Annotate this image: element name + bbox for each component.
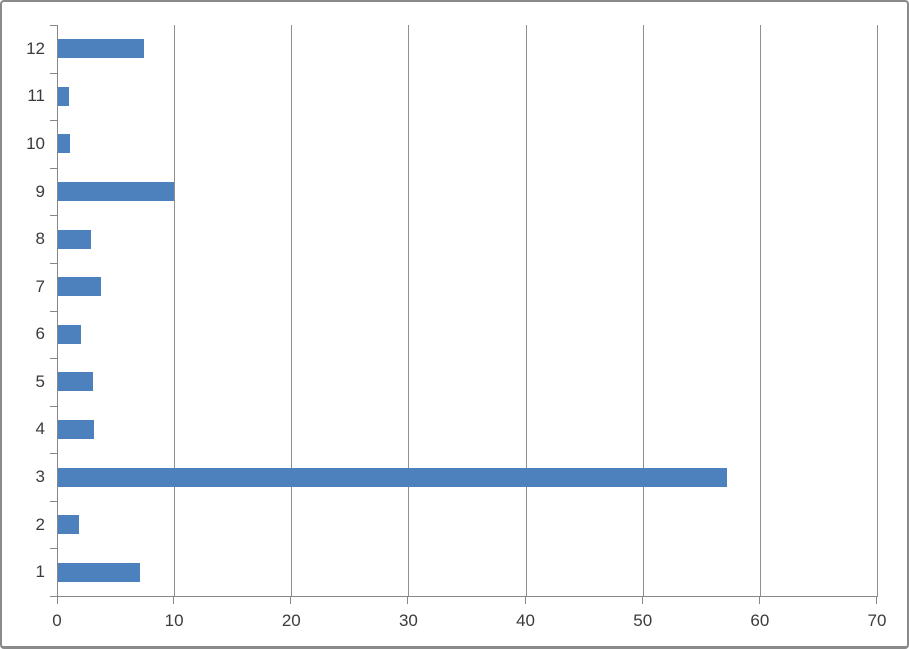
x-axis-tick-30 — [407, 597, 409, 604]
y-axis-label-10: 10 — [26, 133, 45, 153]
gridline-60 — [759, 25, 761, 596]
y-axis-tick — [50, 25, 57, 26]
y-axis-tick — [50, 262, 57, 264]
gridline-50 — [642, 25, 644, 596]
y-axis-label-5: 5 — [35, 371, 45, 391]
gridline-70 — [877, 25, 878, 596]
y-axis-tick — [50, 405, 57, 407]
y-axis-label-2: 2 — [35, 514, 45, 534]
x-axis-label-10: 10 — [164, 611, 184, 630]
x-axis-tick-60 — [758, 597, 760, 604]
x-axis-tick-0 — [57, 597, 58, 604]
x-axis-label-60: 60 — [750, 611, 770, 630]
x-axis-tick-10 — [173, 597, 175, 604]
bar-category-4 — [58, 419, 95, 439]
y-axis-label-1: 1 — [35, 562, 45, 582]
y-axis-label-6: 6 — [35, 324, 45, 344]
bar-category-11 — [58, 86, 69, 106]
bar-category-7 — [58, 277, 102, 297]
gridline-10 — [174, 25, 176, 596]
bar-category-3 — [58, 467, 727, 487]
x-axis-tick-70 — [876, 597, 877, 604]
gridline-30 — [408, 25, 410, 596]
bar-category-2 — [58, 515, 80, 535]
y-axis-label-3: 3 — [35, 467, 45, 487]
y-axis-tick — [50, 72, 57, 74]
y-axis-tick — [50, 310, 57, 312]
bar-category-9 — [58, 182, 174, 202]
y-axis-tick — [50, 548, 57, 550]
y-axis-tick — [50, 500, 57, 502]
x-axis-label-0: 0 — [52, 611, 62, 630]
x-axis-label-50: 50 — [633, 611, 653, 630]
y-axis-label-9: 9 — [35, 181, 45, 201]
x-axis-label-40: 40 — [516, 611, 536, 630]
x-axis-tick-20 — [290, 597, 292, 604]
x-axis-label-70: 70 — [867, 611, 887, 630]
x-axis-tick-50 — [641, 597, 643, 604]
y-axis-label-11: 11 — [27, 86, 45, 106]
y-axis-tick — [50, 167, 57, 169]
x-axis-label-30: 30 — [398, 611, 418, 630]
bar-category-1 — [58, 562, 140, 582]
gridline-40 — [525, 25, 527, 596]
y-axis-tick — [50, 453, 57, 455]
plot-area — [57, 25, 878, 597]
y-axis-tick — [50, 120, 57, 122]
x-axis-label-20: 20 — [281, 611, 301, 630]
bar-category-12 — [58, 39, 144, 59]
x-axis-tick-40 — [524, 597, 526, 604]
y-axis-label-8: 8 — [35, 229, 45, 249]
y-axis-label-4: 4 — [35, 419, 45, 439]
gridline-20 — [291, 25, 293, 596]
y-axis-label-7: 7 — [35, 276, 45, 296]
bar-category-8 — [58, 229, 91, 249]
y-axis-tick — [50, 215, 57, 217]
y-axis-label-12: 12 — [26, 38, 45, 58]
bar-category-10 — [58, 134, 70, 154]
y-axis-tick — [50, 358, 57, 360]
bar-category-5 — [58, 372, 94, 392]
bar-category-6 — [58, 324, 82, 344]
y-axis-tick — [50, 596, 57, 597]
